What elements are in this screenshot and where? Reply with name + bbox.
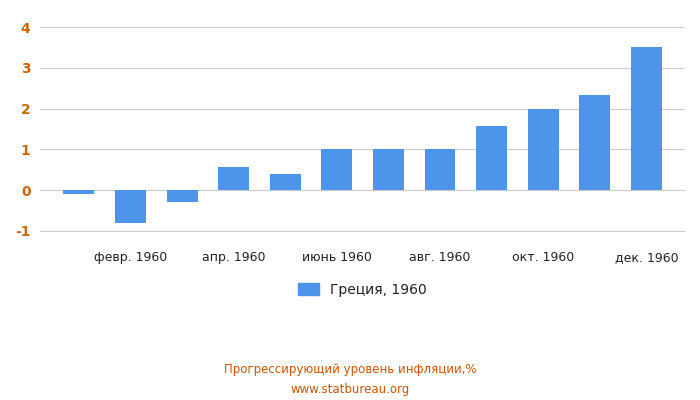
Bar [167, 190, 197, 202]
Legend: Греция, 1960: Греция, 1960 [293, 277, 433, 302]
Bar [631, 47, 662, 190]
Text: Прогрессирующий уровень инфляции,%
www.statbureau.org: Прогрессирующий уровень инфляции,% www.s… [224, 363, 476, 396]
Bar [476, 126, 507, 190]
Bar [270, 174, 301, 190]
Bar [321, 149, 352, 190]
Bar [424, 149, 456, 190]
Bar [64, 190, 94, 194]
Bar [218, 167, 249, 190]
Bar [373, 149, 404, 190]
Bar [528, 110, 559, 190]
Bar [115, 190, 146, 224]
Bar [580, 95, 610, 190]
